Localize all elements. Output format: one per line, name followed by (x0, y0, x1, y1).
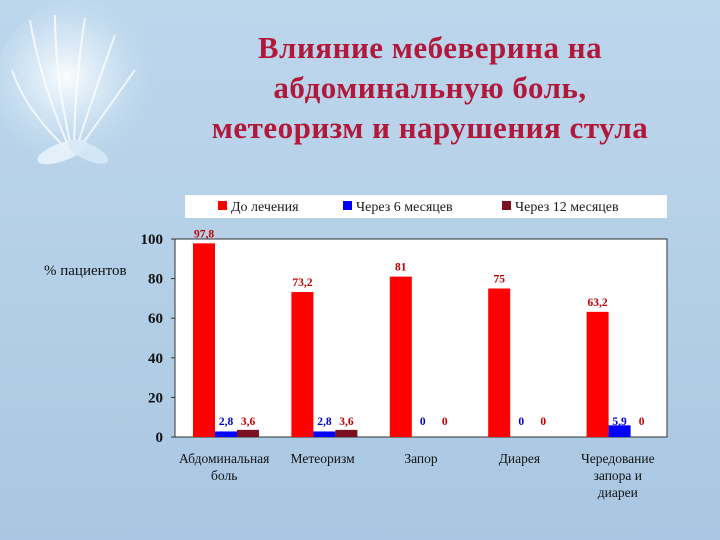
data-label-5-series-1: 63,2 (588, 297, 608, 309)
data-label-2-series-1: 73,2 (292, 277, 312, 289)
y-tick-label-0: 0 (156, 430, 164, 446)
bar-3-series-1 (389, 276, 412, 437)
y-tick-label-1: 20 (148, 390, 163, 406)
data-label-5-series-3: 0 (639, 416, 645, 428)
x-category-label-4-line-1: Диарея (499, 451, 540, 466)
bar-2-series-3 (335, 429, 358, 437)
legend-swatch-2 (343, 201, 352, 210)
data-label-2-series-3: 3,6 (339, 416, 354, 428)
data-label-4-series-3: 0 (540, 416, 546, 428)
title-line-1: Влияние мебеверина на (257, 30, 603, 65)
data-label-4-series-1: 75 (493, 274, 505, 286)
data-label-2-series-2: 2,8 (317, 416, 332, 428)
title-line-2: абдоминальную боль, (273, 70, 587, 105)
plot-area (174, 238, 668, 438)
data-label-1-series-3: 3,6 (241, 416, 256, 428)
x-category-label-2-line-1: Метеоризм (291, 451, 356, 466)
y-tick-label-5: 100 (141, 232, 164, 248)
legend-swatch-3 (502, 201, 511, 210)
bar-2-series-2 (313, 431, 336, 437)
bar-1-series-2 (215, 431, 237, 437)
y-tick-label-4: 80 (148, 272, 163, 288)
bar-4-series-1 (488, 288, 511, 437)
y-tick-label-3: 60 (148, 311, 163, 327)
x-category-label-1-line-2: боль (211, 468, 237, 483)
legend-box (185, 195, 667, 218)
bar-2-series-1 (291, 292, 314, 437)
slide-title: Влияние мебеверина на абдоминальную боль… (150, 28, 710, 148)
data-label-5-series-2: 5,9 (612, 416, 627, 428)
bar-5-series-1 (586, 311, 609, 437)
x-category-label-3-line-1: Запор (404, 451, 438, 466)
y-axis-label: % пациентов (44, 263, 127, 279)
data-label-1-series-2: 2,8 (219, 416, 234, 428)
legend-label-3: Через 12 месяцев (515, 200, 619, 215)
x-category-label-5-line-3: диареи (598, 485, 638, 500)
x-category-label-1-line-1: Абдоминальная (179, 451, 269, 466)
data-label-3-series-3: 0 (442, 416, 448, 428)
x-category-label-5-line-1: Чередование (581, 451, 655, 466)
title-line-3: метеоризм и нарушения стула (211, 110, 649, 145)
decorative-feather-image (0, 0, 165, 170)
x-category-label-5-line-2: запора и (594, 468, 642, 483)
bar-1-series-1 (193, 243, 215, 437)
bar-1-series-3 (237, 429, 259, 437)
legend-label-2: Через 6 месяцев (356, 200, 453, 215)
data-label-3-series-1: 81 (395, 262, 407, 274)
data-label-4-series-2: 0 (518, 416, 524, 428)
bar-5-series-2 (608, 425, 631, 437)
legend-swatch-1 (218, 201, 227, 210)
legend-label-1: До лечения (231, 200, 299, 215)
data-label-1-series-1: 97,8 (194, 228, 214, 240)
data-label-3-series-2: 0 (420, 416, 426, 428)
y-tick-label-2: 40 (148, 351, 163, 367)
